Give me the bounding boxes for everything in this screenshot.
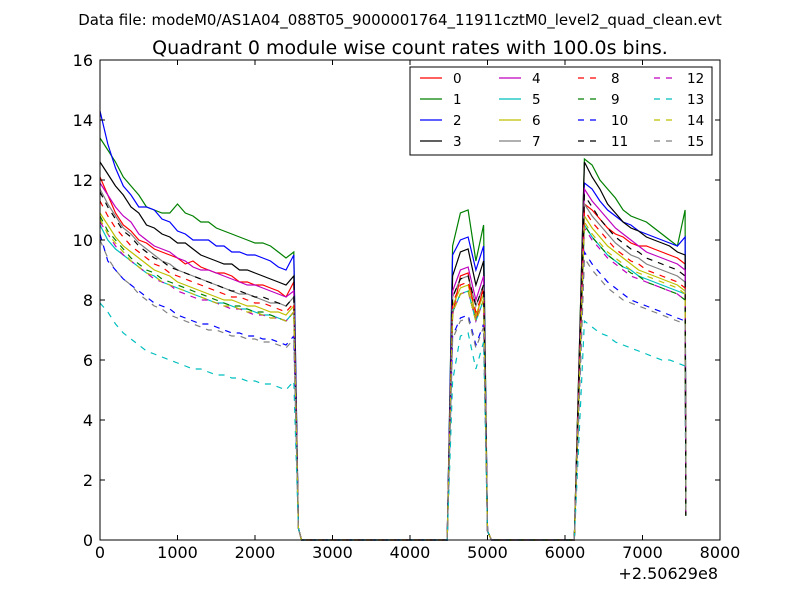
x-tick-label: 0 <box>95 543 105 562</box>
y-tick-label: 8 <box>83 291 93 310</box>
chart-title: Quadrant 0 module wise count rates with … <box>152 37 668 59</box>
legend-label-11: 11 <box>611 134 628 150</box>
x-tick-label: 1000 <box>157 543 198 562</box>
legend-label-12: 12 <box>687 71 704 87</box>
suptitle: Data file: modeM0/AS1A04_088T05_90000017… <box>78 11 722 30</box>
legend-label-10: 10 <box>611 113 628 129</box>
y-tick-label: 16 <box>73 51 93 70</box>
legend-label-9: 9 <box>611 92 620 108</box>
legend-label-14: 14 <box>687 113 704 129</box>
legend-label-2: 2 <box>453 113 462 129</box>
plot-lines <box>99 110 687 541</box>
y-tick-label: 6 <box>83 351 93 370</box>
x-tick-label: 4000 <box>390 543 431 562</box>
y-tick-label: 4 <box>83 411 93 430</box>
x-tick-label: 7000 <box>622 543 663 562</box>
y-tick-label: 14 <box>73 111 93 130</box>
legend-label-6: 6 <box>532 113 541 129</box>
x-tick-label: 8000 <box>700 543 741 562</box>
x-tick-label: 3000 <box>312 543 353 562</box>
legend-label-1: 1 <box>453 92 462 108</box>
series-line-13 <box>99 302 687 541</box>
legend-label-3: 3 <box>453 134 462 150</box>
legend-label-5: 5 <box>532 92 541 108</box>
legend-label-7: 7 <box>532 134 541 150</box>
axis-ticks: 0 1000 2000 3000 4000 5000 6000 7000 80000246810… <box>73 51 741 562</box>
x-tick-label: 5000 <box>467 543 508 562</box>
y-tick-label: 2 <box>83 471 93 490</box>
legend-label-4: 4 <box>532 71 541 87</box>
x-tick-label: 6000 <box>545 543 586 562</box>
y-tick-label: 10 <box>73 231 93 250</box>
y-tick-label: 0 <box>83 531 93 550</box>
legend-label-0: 0 <box>453 71 462 87</box>
series-line-14 <box>99 218 687 541</box>
y-tick-label: 12 <box>73 171 93 190</box>
legend-label-15: 15 <box>687 134 704 150</box>
x-offset-label: +2.50629e8 <box>618 564 718 583</box>
legend-label-8: 8 <box>611 71 620 87</box>
x-tick-label: 2000 <box>235 543 276 562</box>
legend-label-13: 13 <box>687 92 704 108</box>
legend-frame <box>409 66 713 156</box>
series-line-11 <box>99 191 687 541</box>
series-line-15 <box>99 239 687 541</box>
